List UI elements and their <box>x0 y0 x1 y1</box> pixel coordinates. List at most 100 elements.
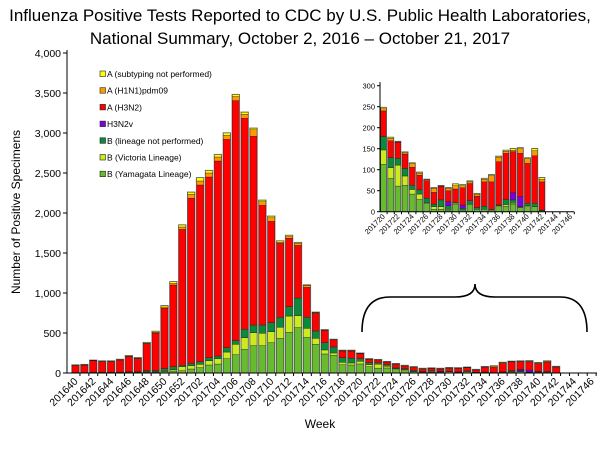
inset-bar-201742 <box>538 176 546 212</box>
inset-bar-201737 <box>502 149 510 212</box>
legend-label: B (Victoria Lineage) <box>107 153 182 163</box>
main-bar-201647 <box>133 357 142 374</box>
legend-swatch <box>99 104 106 111</box>
main-segment-a-h3n2- <box>365 359 373 363</box>
main-segment-b-yamagata-lineage- <box>214 363 222 374</box>
main-segment-b-yamagata-lineage- <box>187 368 195 374</box>
inset-x-axis-ticks: 2017202017222017242017262017282017302017… <box>363 211 575 236</box>
main-segment-b-lineage-not-performed- <box>169 366 178 370</box>
inset-segment-h3n2v <box>510 192 517 201</box>
inset-bar-201735 <box>488 174 495 212</box>
inset-segment-b-lineage-not-performed- <box>394 158 401 166</box>
main-segment-b-yamagata-lineage- <box>205 364 213 374</box>
inset-segment-b-lineage-not-performed- <box>416 189 423 195</box>
y-tick-label: 500 <box>43 328 61 340</box>
main-segment-a-h3n2- <box>534 363 542 372</box>
inset-segment-b-yamagata-lineage- <box>402 185 409 212</box>
main-segment-a-h3n2- <box>98 361 106 373</box>
main-segment-a-subtyping-not-performed- <box>249 128 258 130</box>
inset-segment-a-subtyping-not-performed- <box>466 180 473 183</box>
inset-segment-b-lineage-not-performed- <box>430 203 437 207</box>
legend-item: A (subtyping not performed) <box>99 69 212 79</box>
main-segment-b-lineage-not-performed- <box>187 363 195 366</box>
main-segment-h3n2v <box>516 369 525 371</box>
main-bar-201714 <box>302 284 312 374</box>
main-segment-a-h3n2- <box>187 198 195 364</box>
main-segment-a-h3n2- <box>374 359 382 364</box>
inset-segment-b-yamagata-lineage- <box>531 206 538 212</box>
main-bar-201641 <box>80 363 89 374</box>
inset-bar-201741 <box>531 148 539 212</box>
y-tick-label: 2,500 <box>35 168 61 180</box>
main-segment-a-h3n2- <box>205 176 213 358</box>
legend-item: A (H1N1)pdm09 <box>99 86 168 96</box>
inset-segment-a-h1n1-pdm09 <box>416 172 423 176</box>
inset-y-tick-label: 250 <box>362 103 375 112</box>
main-segment-b-yamagata-lineage- <box>240 349 249 374</box>
inset-segment-b-yamagata-lineage- <box>510 204 517 212</box>
main-segment-b-victoria-lineage- <box>365 364 373 367</box>
main-segment-b-victoria-lineage- <box>240 337 249 350</box>
inset-bar-201732 <box>466 180 474 212</box>
main-segment-b-yamagata-lineage- <box>374 367 382 374</box>
inset-bar-201725 <box>416 171 423 212</box>
main-bar-201643 <box>98 360 107 374</box>
main-segment-b-victoria-lineage- <box>312 338 320 345</box>
main-bar-201717 <box>329 338 338 374</box>
main-segment-b-victoria-lineage- <box>267 331 275 343</box>
inset-segment-a-h3n2- <box>430 192 437 205</box>
inset-segment-a-h3n2- <box>488 181 495 210</box>
inset-segment-b-lineage-not-performed- <box>524 203 531 206</box>
inset-bar-201721 <box>387 136 395 212</box>
inset-segment-a-h3n2- <box>524 163 531 204</box>
main-segment-b-lineage-not-performed- <box>294 297 302 316</box>
inset-segment-a-subtyping-not-performed- <box>524 157 531 159</box>
main-segment-a-h1n1-pdm09 <box>232 96 240 101</box>
main-segment-a-subtyping-not-performed- <box>232 94 240 97</box>
main-segment-b-yamagata-lineage- <box>392 369 400 374</box>
main-segment-h3n2v <box>525 369 534 373</box>
inset-segment-b-yamagata-lineage- <box>517 207 524 212</box>
main-bar-201742 <box>551 365 561 374</box>
main-segment-b-lineage-not-performed- <box>249 324 258 333</box>
main-segment-a-h3n2- <box>410 366 418 371</box>
main-segment-b-lineage-not-performed- <box>258 324 267 334</box>
main-segment-b-victoria-lineage- <box>232 344 240 355</box>
main-segment-a-h3n2- <box>312 313 320 332</box>
main-segment-a-subtyping-not-performed- <box>267 216 275 218</box>
main-segment-b-lineage-not-performed- <box>338 357 347 363</box>
main-bar-201736 <box>498 361 507 374</box>
main-segment-a-subtyping-not-performed- <box>169 281 178 284</box>
inset-segment-a-h1n1-pdm09 <box>481 179 488 183</box>
main-segment-b-lineage-not-performed- <box>205 357 213 361</box>
inset-segment-h3n2v <box>459 204 466 209</box>
inset-segment-a-h3n2- <box>409 167 416 186</box>
main-segment-b-victoria-lineage- <box>321 349 329 355</box>
main-segment-b-yamagata-lineage- <box>276 338 284 374</box>
chart-title-line-1: Influenza Positive Tests Reported to CDC… <box>9 6 591 25</box>
inset-segment-a-h3n2- <box>380 110 387 137</box>
main-bar-201733 <box>471 368 481 374</box>
inset-segment-a-subtyping-not-performed- <box>416 172 423 174</box>
main-segment-a-h3n2- <box>143 343 151 371</box>
y-tick-label: 3,000 <box>35 128 61 140</box>
main-segment-a-h3n2- <box>516 361 525 370</box>
inset-segment-b-lineage-not-performed- <box>502 199 509 205</box>
main-segment-b-lineage-not-performed- <box>196 361 204 365</box>
inset-segment-a-subtyping-not-performed- <box>459 184 466 186</box>
inset-segment-b-yamagata-lineage- <box>452 204 459 212</box>
inset-segment-b-lineage-not-performed- <box>445 205 452 210</box>
inset-segment-b-yamagata-lineage- <box>502 206 509 212</box>
inset-segment-a-h3n2- <box>445 190 452 202</box>
main-segment-a-subtyping-not-performed- <box>214 154 222 158</box>
inset-segment-h3n2v <box>517 196 524 207</box>
main-segment-a-h1n1-pdm09 <box>214 156 222 162</box>
main-segment-b-victoria-lineage- <box>214 358 222 365</box>
main-segment-a-h3n2- <box>223 139 231 348</box>
main-segment-a-h1n1-pdm09 <box>258 201 267 206</box>
inset-segment-b-lineage-not-performed- <box>423 198 430 204</box>
legend-item: A (H3N2) <box>99 102 142 112</box>
main-bar-201644 <box>106 360 116 374</box>
y-axis-ticks: 0 500 1,000 1,500 2,000 2,500 3,000 3,500 4,000 <box>35 48 67 380</box>
inset-segment-b-victoria-lineage- <box>402 175 409 186</box>
